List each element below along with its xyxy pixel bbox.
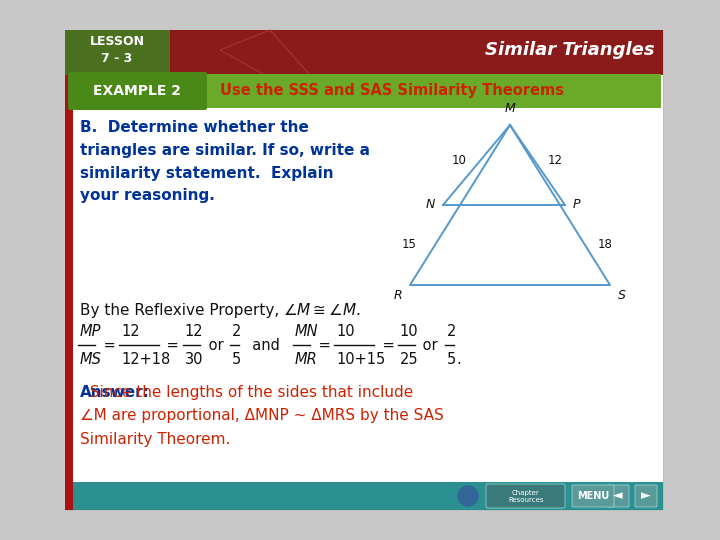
FancyBboxPatch shape [68, 72, 207, 110]
Text: =: = [163, 338, 184, 353]
Text: MS: MS [80, 352, 102, 367]
Text: and: and [243, 338, 289, 353]
Text: 30: 30 [184, 352, 203, 367]
Text: 10: 10 [400, 323, 418, 339]
FancyBboxPatch shape [607, 485, 629, 507]
Text: Answer:: Answer: [80, 385, 150, 400]
Text: 12: 12 [121, 323, 140, 339]
Text: 2: 2 [232, 323, 241, 339]
Text: 15: 15 [402, 239, 416, 252]
Text: P: P [573, 199, 580, 212]
Text: 10: 10 [451, 154, 467, 167]
FancyBboxPatch shape [635, 485, 657, 507]
Text: 5: 5 [446, 352, 456, 367]
Text: N: N [426, 199, 435, 212]
Polygon shape [70, 74, 661, 108]
Text: 12+18: 12+18 [121, 352, 170, 367]
Polygon shape [65, 30, 73, 510]
Text: 12: 12 [184, 323, 203, 339]
Text: Chapter
Resources: Chapter Resources [508, 489, 544, 503]
Text: 18: 18 [598, 239, 613, 252]
Text: B.  Determine whether the
triangles are similar. If so, write a
similarity state: B. Determine whether the triangles are s… [80, 120, 370, 204]
Text: or: or [204, 338, 228, 353]
Text: =: = [314, 338, 336, 353]
Text: LESSON
7 - 3: LESSON 7 - 3 [89, 35, 145, 65]
Text: S: S [618, 289, 626, 302]
Text: .: . [456, 352, 461, 367]
Text: 2: 2 [446, 323, 456, 339]
Text: $\angle M \cong \angle M.$: $\angle M \cong \angle M.$ [283, 302, 361, 318]
Polygon shape [65, 30, 170, 75]
Text: or: or [418, 338, 443, 353]
Text: =: = [99, 338, 120, 353]
Text: 10+15: 10+15 [336, 352, 385, 367]
Polygon shape [65, 482, 663, 510]
FancyBboxPatch shape [572, 485, 614, 507]
Text: Similar Triangles: Similar Triangles [485, 41, 655, 59]
Polygon shape [65, 30, 663, 75]
Text: 5: 5 [232, 352, 240, 367]
FancyBboxPatch shape [486, 484, 565, 508]
Text: 10: 10 [336, 323, 355, 339]
Text: MN: MN [295, 323, 319, 339]
Polygon shape [65, 30, 663, 510]
Text: =: = [377, 338, 399, 353]
Circle shape [458, 486, 478, 506]
Text: ►: ► [642, 489, 651, 503]
Text: MENU: MENU [577, 491, 609, 501]
Text: EXAMPLE 2: EXAMPLE 2 [93, 84, 181, 98]
Text: By the Reflexive Property,: By the Reflexive Property, [80, 302, 289, 318]
Text: M: M [505, 102, 516, 115]
Text: R: R [393, 289, 402, 302]
Text: Use the SSS and SAS Similarity Theorems: Use the SSS and SAS Similarity Theorems [220, 84, 564, 98]
Text: Since the lengths of the sides that include
∠M are proportional, ΔMNP ~ ΔMRS by : Since the lengths of the sides that incl… [80, 385, 444, 447]
Text: ◄: ◄ [613, 489, 623, 503]
Text: MP: MP [80, 323, 102, 339]
Text: 25: 25 [400, 352, 418, 367]
Text: 12: 12 [547, 154, 562, 167]
Text: MR: MR [295, 352, 318, 367]
